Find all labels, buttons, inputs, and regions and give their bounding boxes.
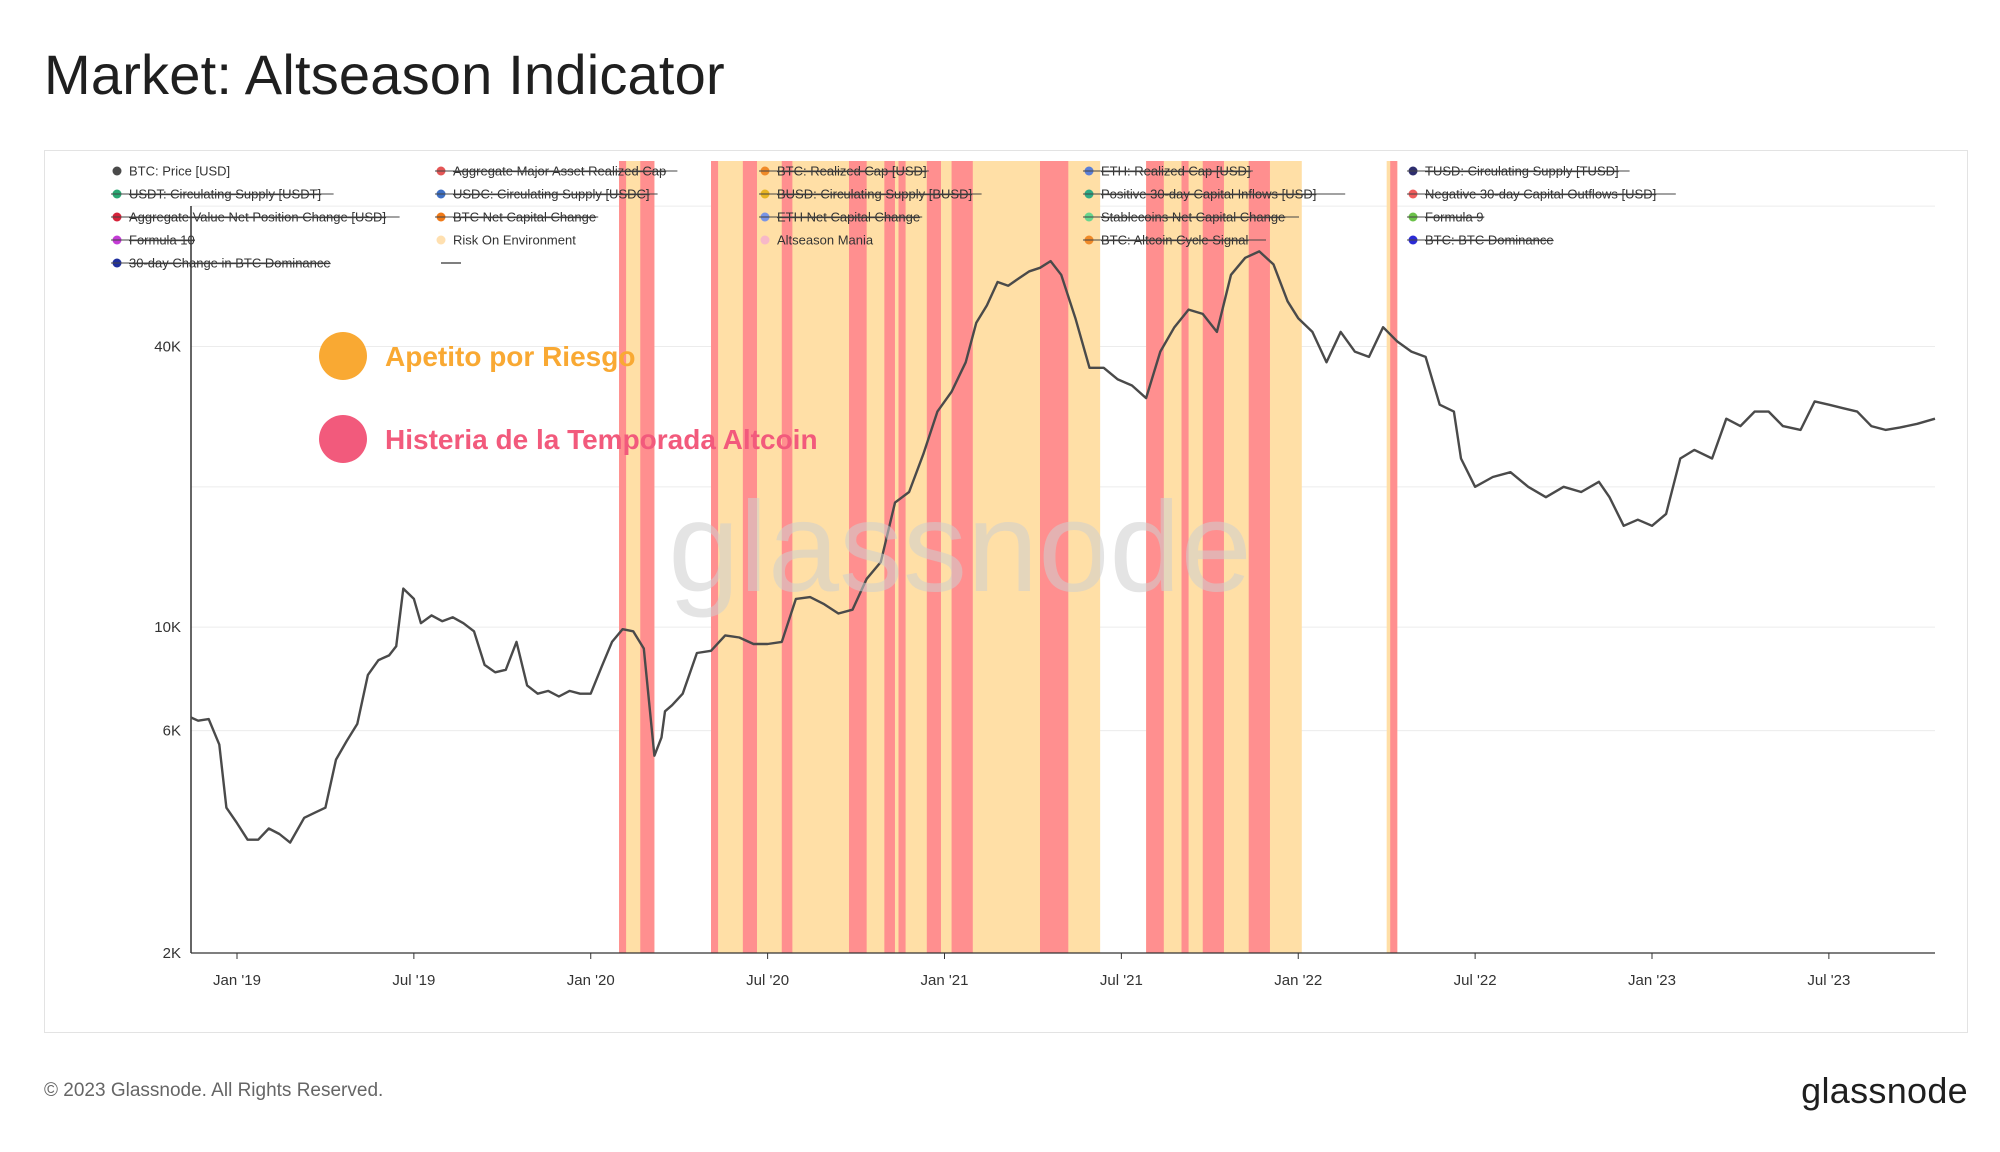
altseason-chart: 2K 6K 10K 40K Jan '19 Jul '19 Jan '20 Jul '20 Ja… <box>111 161 1936 989</box>
altseason-mania-band <box>619 161 627 953</box>
legend-item[interactable]: Stablecoins Net Capital Change <box>1083 210 1299 225</box>
legend-item[interactable]: Altseason Mania <box>760 233 874 248</box>
chart-frame: 2K 6K 10K 40K Jan '19 Jul '19 Jan '20 Jul '20 Ja… <box>44 150 1968 1033</box>
legend-dot-icon <box>760 235 770 245</box>
altseason-mania-band <box>1146 161 1164 953</box>
y-tick-label: 10K <box>154 619 181 636</box>
legend: BTC: Price [USD] Aggregate Major Asset Re… <box>111 164 1676 271</box>
annotations: Apetito por Riesgo Histeria de la Tempora… <box>319 332 818 463</box>
legend-item[interactable]: ETH Net Capital Change <box>759 210 923 225</box>
legend-label: Risk On Environment <box>453 233 576 248</box>
glassnode-logo[interactable]: glassnode <box>1801 1070 1968 1111</box>
altseason-mania-band <box>781 161 793 953</box>
legend-item[interactable]: BTC Net Capital Change <box>435 210 599 225</box>
annotation-dot-icon <box>319 332 367 380</box>
annotation-dot-icon <box>319 415 367 463</box>
y-tick-label: 40K <box>154 339 181 356</box>
x-tick-label: Jan '23 <box>1628 972 1676 989</box>
price-series <box>190 250 1936 844</box>
altseason-mania-band <box>1390 161 1398 953</box>
x-tick-label: Jul '23 <box>1807 972 1850 989</box>
altseason-mania-band <box>1040 161 1069 953</box>
altseason-mania-band <box>1202 161 1224 953</box>
legend-item[interactable]: Positive 30-day Capital Inflows [USD] <box>1083 187 1346 202</box>
btc-price-line[interactable] <box>190 250 1936 844</box>
altseason-mania-band <box>1248 161 1270 953</box>
x-tick-label: Jul '22 <box>1454 972 1497 989</box>
legend-item[interactable]: BUSD: Circulating Supply [BUSD] <box>759 187 982 202</box>
altseason-mania-band <box>742 161 758 953</box>
legend-item[interactable]: Risk On Environment <box>436 233 577 248</box>
altseason-mania-band <box>1181 161 1189 953</box>
legend-item[interactable]: BTC: Realized Cap [USD] <box>759 164 929 179</box>
legend-item[interactable]: Aggregate Value Net Position Change [USD… <box>111 210 400 225</box>
x-tick-label: Jul '21 <box>1100 972 1143 989</box>
x-tick-label: Jul '20 <box>746 972 789 989</box>
x-tick-label: Jan '19 <box>213 972 261 989</box>
copyright-text: © 2023 Glassnode. All Rights Reserved. <box>44 1080 384 1101</box>
x-tick-label: Jan '22 <box>1274 972 1322 989</box>
x-tick-label: Jan '20 <box>567 972 615 989</box>
x-tick-label: Jul '19 <box>392 972 435 989</box>
legend-item[interactable]: USDC: Circulating Supply [USDC] <box>435 187 658 202</box>
legend-item[interactable]: Aggregate Major Asset Realized Cap <box>435 164 678 179</box>
altseason-mania-band <box>926 161 941 953</box>
watermark: glassnode <box>668 476 1252 619</box>
legend-item[interactable]: 30-day Change in BTC Dominance <box>111 256 331 271</box>
axes: 2K 6K 10K 40K Jan '19 Jul '19 Jan '20 Jul '20 Ja… <box>154 206 1935 989</box>
legend-item[interactable]: TUSD: Circulating Supply [TUSD] <box>1407 164 1630 179</box>
annotation-label: Apetito por Riesgo <box>385 341 635 372</box>
altseason-mania-band <box>848 161 867 953</box>
legend-dot-icon <box>436 235 446 245</box>
altseason-mania-band <box>898 161 906 953</box>
annotation-histeria: Histeria de la Temporada Altcoin <box>319 415 818 463</box>
legend-dot-icon <box>112 166 122 176</box>
page-title: Market: Altseason Indicator <box>44 43 725 106</box>
legend-item[interactable]: Formula 10 <box>111 233 195 248</box>
legend-label: Altseason Mania <box>777 233 874 248</box>
altseason-mania-band <box>884 161 895 953</box>
y-tick-label: 2K <box>163 945 181 962</box>
legend-item[interactable]: USDT: Circulating Supply [USDT] <box>111 187 334 202</box>
legend-item[interactable]: Formula 9 <box>1407 210 1485 225</box>
legend-item[interactable]: BTC: Altcoin Cycle Signal <box>1083 233 1266 248</box>
legend-item[interactable]: BTC: Price [USD] <box>112 164 231 179</box>
shaded-regions <box>619 161 1398 953</box>
annotation-label: Histeria de la Temporada Altcoin <box>385 424 818 455</box>
y-tick-label: 6K <box>163 723 181 740</box>
altseason-mania-band <box>640 161 655 953</box>
annotation-apetito: Apetito por Riesgo <box>319 332 635 380</box>
x-tick-label: Jan '21 <box>921 972 969 989</box>
altseason-mania-band <box>711 161 719 953</box>
legend-item[interactable]: BTC: BTC Dominance <box>1407 233 1554 248</box>
legend-item[interactable]: Negative 30-day Capital Outflows [USD] <box>1407 187 1676 202</box>
legend-item[interactable]: ETH: Realized Cap [USD] <box>1083 164 1253 179</box>
legend-label: BTC: Price [USD] <box>129 164 230 179</box>
